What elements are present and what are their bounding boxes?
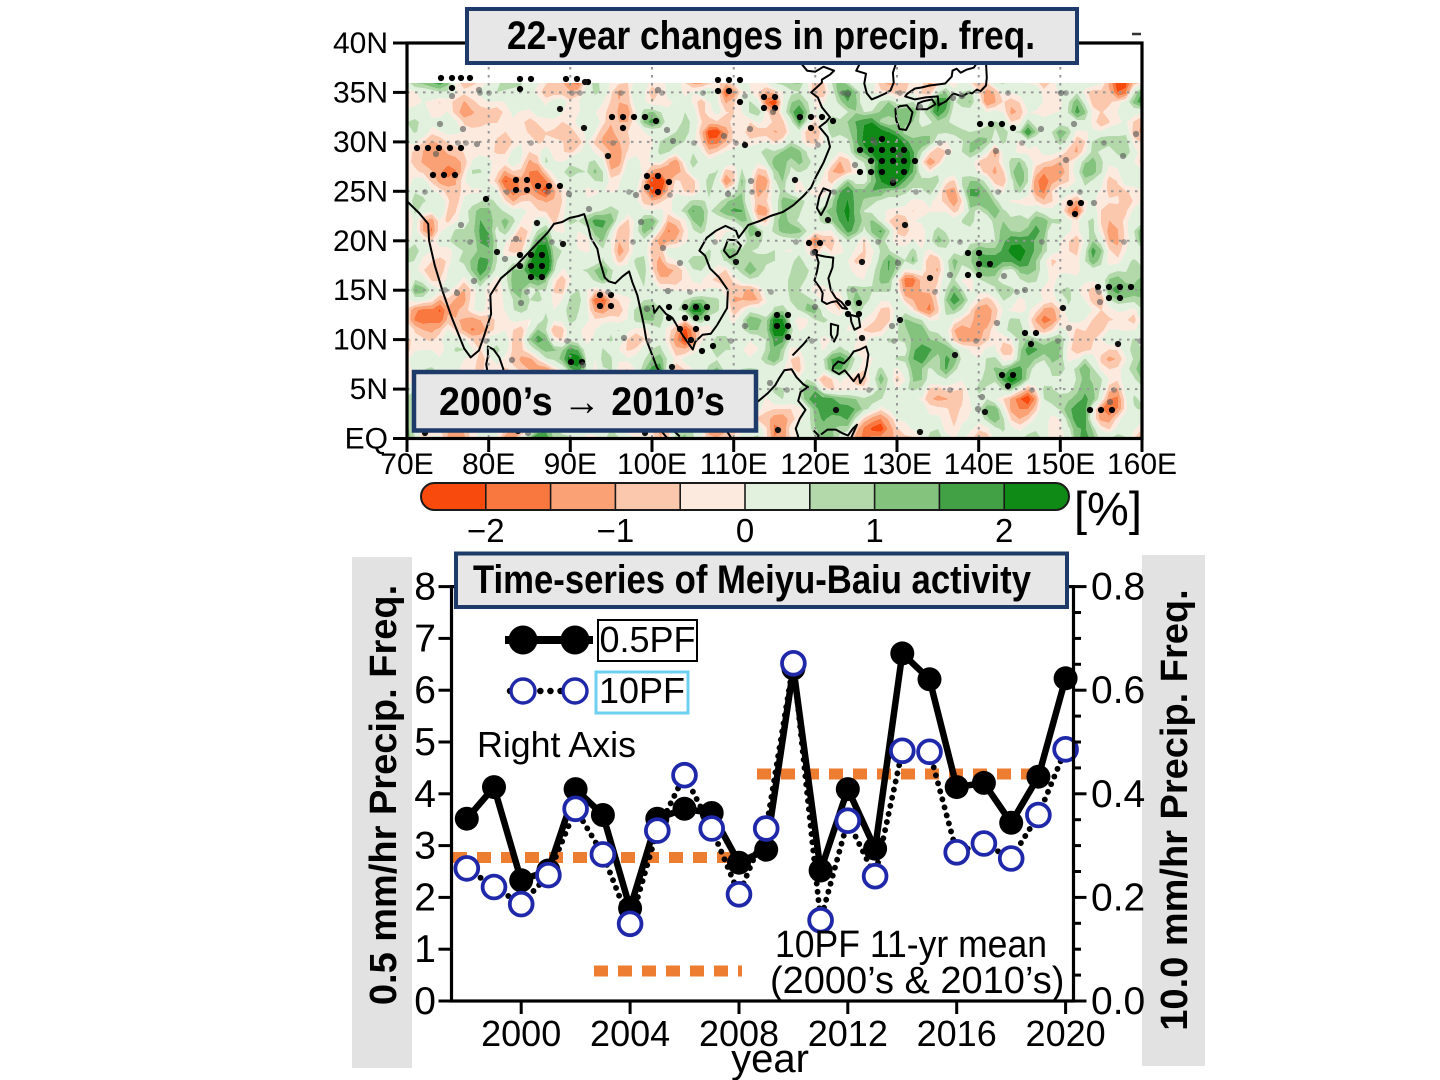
- svg-text:0.8: 0.8: [1091, 566, 1145, 609]
- svg-text:25N: 25N: [333, 175, 388, 208]
- svg-text:10PF: 10PF: [599, 670, 685, 711]
- svg-text:0: 0: [414, 980, 436, 1023]
- svg-text:80E: 80E: [462, 448, 515, 481]
- svg-text:20N: 20N: [333, 225, 388, 258]
- svg-text:[%]: [%]: [1074, 482, 1142, 535]
- svg-text:3: 3: [414, 825, 436, 868]
- svg-text:2008: 2008: [699, 1013, 779, 1054]
- svg-text:0.6: 0.6: [1091, 669, 1145, 712]
- svg-text:130E: 130E: [862, 448, 932, 481]
- svg-text:8: 8: [414, 566, 436, 609]
- svg-text:6: 6: [414, 669, 436, 712]
- svg-text:2: 2: [995, 512, 1013, 549]
- svg-text:90E: 90E: [544, 448, 597, 481]
- svg-text:140E: 140E: [944, 448, 1014, 481]
- svg-text:22-year changes in precip. fre: 22-year changes in precip. freq.: [507, 14, 1035, 58]
- svg-text:120E: 120E: [780, 448, 850, 481]
- svg-text:10.0 mm/hr Precip. Freq.: 10.0 mm/hr Precip. Freq.: [1154, 589, 1196, 1030]
- svg-text:EQ: EQ: [345, 423, 388, 456]
- svg-text:1: 1: [414, 928, 436, 971]
- svg-text:2: 2: [414, 876, 436, 919]
- svg-text:0.4: 0.4: [1091, 773, 1145, 816]
- svg-text:2000’s → 2010’s: 2000’s → 2010’s: [439, 380, 725, 424]
- svg-text:Time-series of Meiyu-Baiu acti: Time-series of Meiyu-Baiu activity: [473, 558, 1032, 602]
- svg-text:40N: 40N: [333, 27, 388, 60]
- svg-text:0.0: 0.0: [1091, 980, 1145, 1023]
- svg-text:0.2: 0.2: [1091, 876, 1145, 919]
- svg-text:110E: 110E: [700, 448, 768, 481]
- svg-text:2012: 2012: [808, 1013, 888, 1054]
- svg-text:(2000’s & 2010’s): (2000’s & 2010’s): [770, 960, 1064, 1002]
- svg-text:10N: 10N: [333, 324, 388, 357]
- svg-text:2020: 2020: [1026, 1013, 1106, 1054]
- svg-text:2016: 2016: [917, 1013, 997, 1054]
- svg-text:−2: −2: [467, 512, 505, 549]
- svg-text:15N: 15N: [333, 274, 388, 307]
- svg-text:160E: 160E: [1107, 448, 1177, 481]
- svg-text:2004: 2004: [590, 1013, 670, 1054]
- svg-text:0.5 mm/hr Precip. Freq.: 0.5 mm/hr Precip. Freq.: [363, 585, 405, 1005]
- svg-text:70E: 70E: [380, 448, 433, 481]
- svg-text:5: 5: [414, 721, 436, 764]
- svg-text:−1: −1: [597, 512, 635, 549]
- svg-text:2000: 2000: [481, 1013, 561, 1054]
- svg-text:5N: 5N: [350, 373, 388, 406]
- svg-text:30N: 30N: [333, 126, 388, 159]
- svg-text:0: 0: [736, 512, 754, 549]
- svg-text:35N: 35N: [333, 76, 388, 109]
- svg-text:10PF 11-yr mean: 10PF 11-yr mean: [775, 924, 1047, 966]
- svg-text:1: 1: [865, 512, 883, 549]
- svg-text:150E: 150E: [1025, 448, 1095, 481]
- svg-text:0.5PF: 0.5PF: [599, 619, 695, 660]
- svg-text:100E: 100E: [617, 448, 687, 481]
- svg-text:Right Axis: Right Axis: [477, 724, 636, 765]
- svg-text:4: 4: [414, 773, 436, 816]
- svg-text:year: year: [731, 1037, 809, 1080]
- svg-text:7: 7: [414, 617, 436, 660]
